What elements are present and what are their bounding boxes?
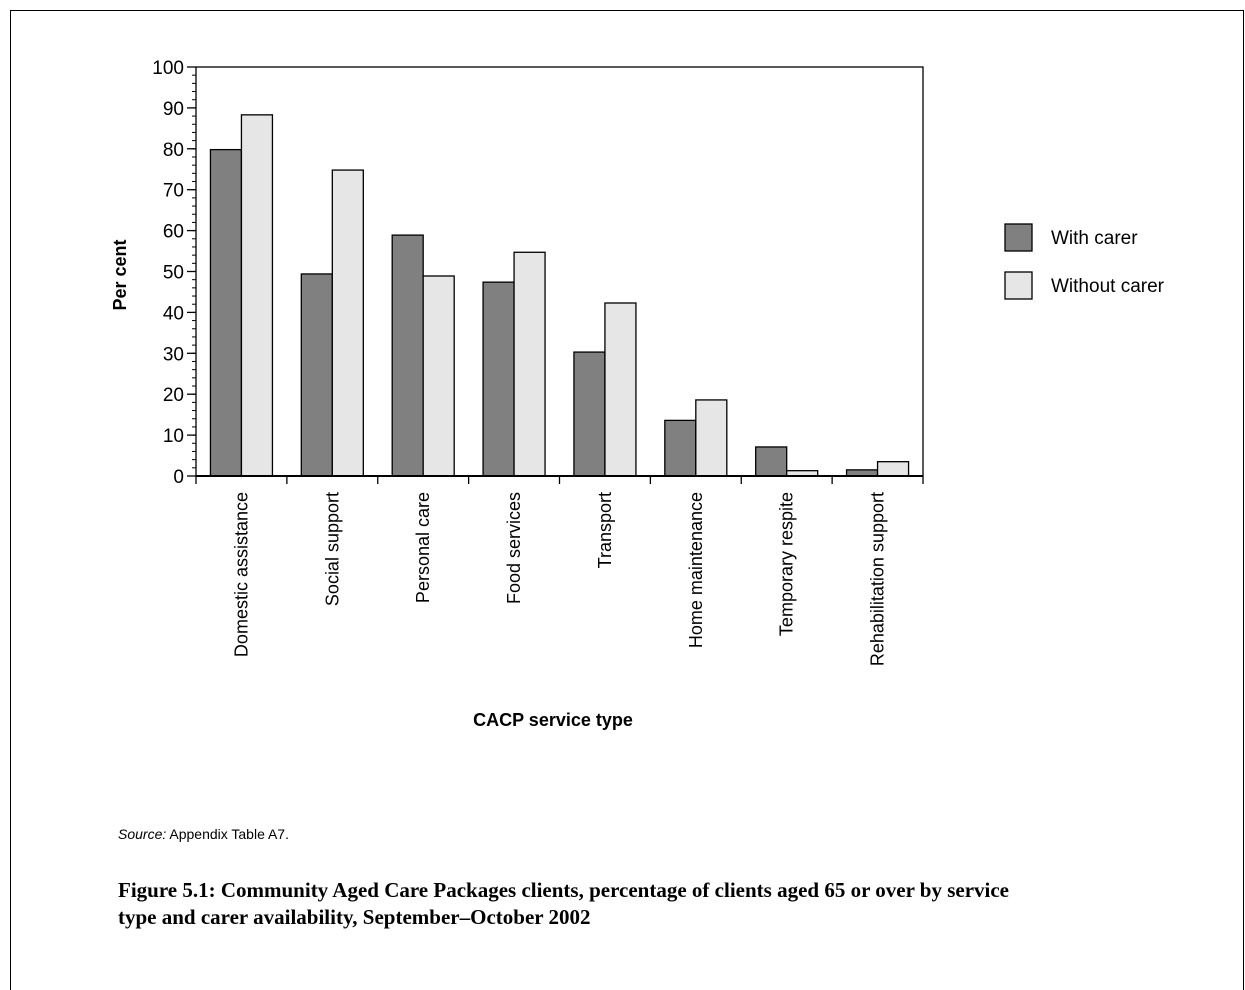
legend-label: Without carer <box>1051 276 1165 297</box>
y-tick-label: 80 <box>163 140 184 161</box>
bar-with-carer <box>755 446 788 477</box>
x-tick-label: Food services <box>504 492 524 604</box>
bar-without-carer <box>422 275 455 477</box>
x-tick-label: Rehabilitation support <box>868 492 888 666</box>
x-tick-label: Personal care <box>413 492 433 603</box>
y-tick-label: 60 <box>163 222 184 243</box>
y-tick-label: 10 <box>163 426 184 447</box>
y-axis-title: Per cent <box>110 239 130 310</box>
x-tick-label: Home maintenance <box>686 492 706 648</box>
legend-label: With carer <box>1051 228 1138 249</box>
bar-without-carer <box>240 114 274 477</box>
legend-swatch <box>1004 223 1033 252</box>
bar-with-carer <box>664 419 697 477</box>
x-tick-label: Temporary respite <box>777 492 797 636</box>
source-text: Appendix Table A7. <box>166 826 289 842</box>
bar-without-carer <box>695 399 728 477</box>
y-tick-label: 70 <box>163 181 184 202</box>
x-tick-label: Domestic assistance <box>231 492 251 657</box>
figure-caption: Figure 5.1: Community Aged Care Packages… <box>118 878 1009 929</box>
figure-frame <box>10 10 1244 990</box>
bar-chart: 0 10 20 30 40 50 60 70 80 90 100 Domestic assistanc… <box>110 58 1165 730</box>
source-label: Source: <box>118 826 167 842</box>
bar-with-carer <box>209 148 243 477</box>
y-tick-label: 20 <box>163 385 184 406</box>
bar-with-carer <box>391 234 424 477</box>
x-axis-title: CACP service type <box>473 710 633 730</box>
y-tick-label: 100 <box>152 58 184 79</box>
bar-without-carer <box>876 461 910 477</box>
y-tick-label: 90 <box>163 99 184 120</box>
bar-without-carer <box>513 251 546 477</box>
y-tick-label: 50 <box>163 263 184 284</box>
bar-with-carer <box>573 351 606 477</box>
y-tick-label: 0 <box>173 467 184 488</box>
x-tick-label: Transport <box>595 492 615 568</box>
x-tick-label: Social support <box>322 492 342 606</box>
bar-with-carer <box>300 273 333 477</box>
y-tick-label: 40 <box>163 303 184 324</box>
bar-without-carer <box>604 302 637 477</box>
source-note: Source: Appendix Table A7. <box>118 826 289 842</box>
y-tick-label: 30 <box>163 344 184 365</box>
legend-swatch <box>1004 271 1033 300</box>
bar-without-carer <box>331 169 364 477</box>
bar-with-carer <box>482 281 515 477</box>
